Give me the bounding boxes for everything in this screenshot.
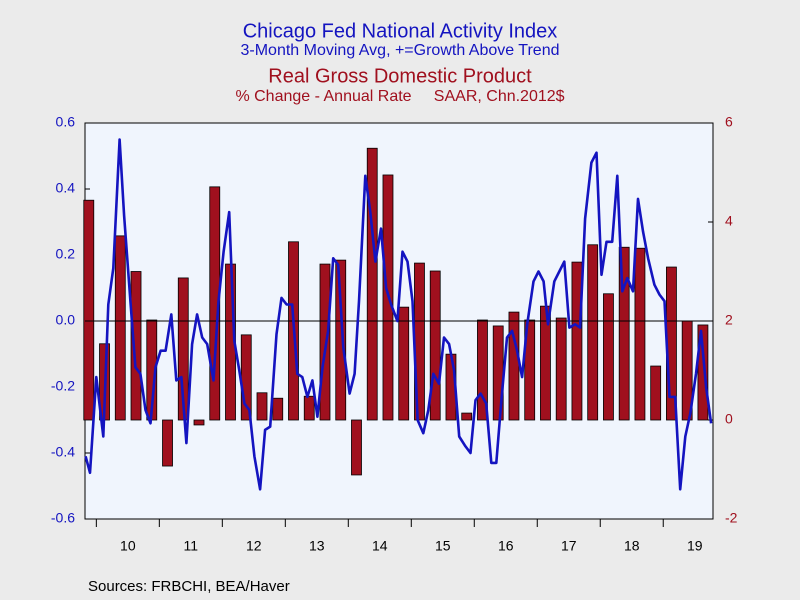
bar [162,419,173,467]
bar [697,324,709,421]
bar [114,235,126,421]
bar [319,263,331,421]
bar [366,147,378,421]
bar [335,259,347,421]
bar [508,311,520,421]
bar [130,271,142,421]
bar [650,365,662,421]
bar [256,392,268,421]
bar [303,395,315,421]
y2-tick-label: 2 [725,312,733,328]
bar [555,317,567,421]
bar [83,199,95,421]
bar [272,397,284,421]
x-tick-label: 19 [687,538,703,554]
bar [524,319,536,421]
bar [461,412,473,421]
y2-tick-label: 6 [725,114,733,130]
y-tick-label: -0.2 [51,378,75,394]
y-tick-label: -0.4 [51,444,75,460]
bar [429,270,441,421]
bar [477,319,488,421]
subtitle: % Change - Annual Rate SAAR, Chn.2012$ [235,88,564,105]
x-tick-label: 12 [246,538,262,554]
x-tick-label: 11 [184,538,199,554]
x-tick-label: 15 [435,538,451,554]
y2-tick-label: -2 [725,510,738,526]
bar [351,419,362,476]
y2-tick-label: 4 [725,213,733,229]
x-tick-label: 14 [372,538,388,554]
bar [634,247,646,421]
x-tick-label: 18 [624,538,640,554]
y2-tick-label: 0 [725,411,733,427]
x-tick-label: 10 [120,538,136,554]
y-tick-label: 0.2 [56,246,76,262]
title: Chicago Fed National Activity Index [243,20,558,42]
bar [571,261,583,421]
title: Real Gross Domestic Product [268,65,532,87]
subtitle: 3-Month Moving Avg, +=Growth Above Trend [241,42,560,59]
bar [193,419,205,426]
source: Sources: FRBCHI, BEA/Haver [88,578,290,595]
bar [587,244,599,421]
bar [209,186,221,421]
bar [618,246,630,421]
y-tick-label: 0.0 [56,312,76,328]
x-tick-label: 13 [309,538,325,554]
bar [177,277,189,421]
x-tick-label: 17 [561,538,577,554]
bar [603,293,614,421]
y-tick-label: 0.6 [56,114,76,130]
bar [398,306,410,421]
y-tick-label: -0.6 [51,510,75,526]
x-tick-label: 16 [498,538,514,554]
y-tick-label: 0.4 [56,180,76,196]
line [84,138,713,491]
